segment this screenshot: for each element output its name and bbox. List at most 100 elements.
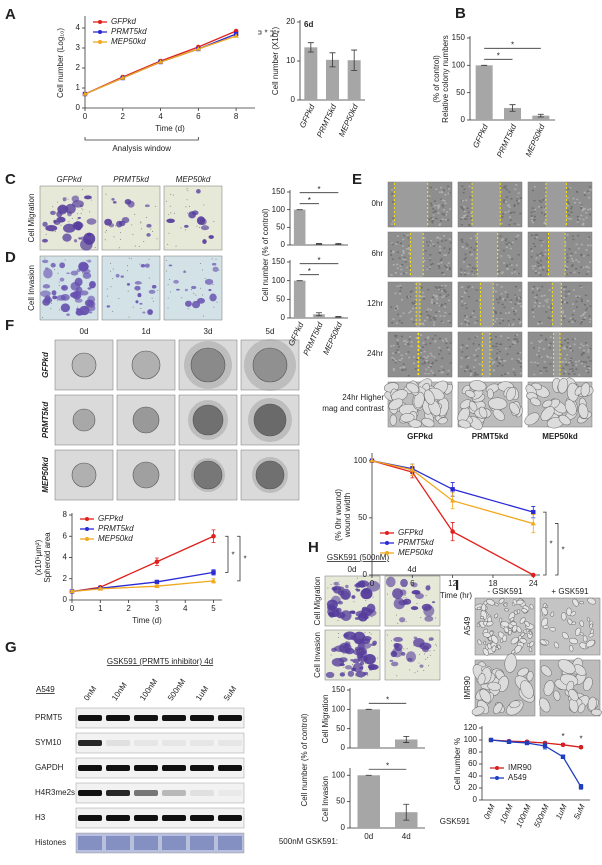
spheroid	[252, 347, 288, 383]
cell-texture	[566, 217, 569, 219]
cell-texture	[462, 246, 465, 249]
cell-texture	[511, 324, 514, 326]
pore	[157, 289, 159, 291]
cell-texture	[576, 215, 579, 218]
cell-texture	[444, 219, 447, 221]
cell-texture	[447, 299, 450, 302]
cell-texture	[510, 324, 513, 326]
cell-texture	[586, 368, 589, 370]
cell-texture	[543, 221, 546, 224]
cell-texture	[544, 206, 547, 209]
stained-cell	[343, 633, 349, 638]
cell-texture	[537, 305, 540, 307]
cell-texture	[560, 361, 563, 363]
cell-texture	[567, 342, 570, 344]
cell-texture	[391, 243, 394, 246]
cell-texture	[539, 254, 542, 257]
cell-texture	[569, 345, 572, 347]
pore	[169, 279, 171, 281]
cell-texture	[460, 273, 463, 276]
error-bar	[335, 316, 342, 318]
blot-band	[78, 740, 102, 746]
cell-texture	[423, 361, 426, 363]
pore	[89, 211, 91, 213]
stained-cell	[88, 311, 93, 314]
pore	[208, 236, 210, 238]
cell-texture	[438, 224, 441, 227]
cell-texture	[448, 238, 451, 241]
pore	[167, 307, 169, 309]
cell-texture	[492, 289, 495, 291]
error-bar	[307, 42, 314, 53]
cell-texture	[463, 270, 466, 272]
cell	[568, 645, 574, 652]
cell-texture	[395, 335, 398, 338]
pore	[408, 601, 410, 603]
cell-texture	[396, 305, 399, 308]
cell-texture	[543, 294, 546, 297]
pore	[356, 577, 358, 579]
micrograph	[387, 231, 453, 278]
cell-texture	[461, 286, 464, 288]
cell-texture	[560, 343, 563, 346]
cell-texture	[397, 351, 400, 353]
cell-texture	[444, 239, 447, 241]
cell	[528, 631, 532, 635]
cell-texture	[410, 318, 413, 320]
cell-texture	[460, 346, 463, 349]
pore	[132, 306, 134, 308]
stained-cell	[352, 662, 364, 673]
pore	[57, 272, 59, 274]
cell-texture	[517, 234, 520, 237]
cell-texture	[475, 299, 478, 302]
cell-texture	[539, 239, 542, 242]
x-tick-label: 8	[234, 112, 239, 121]
cell	[528, 647, 533, 653]
cell-texture	[499, 343, 502, 346]
pore	[152, 300, 154, 302]
cell-texture	[540, 206, 543, 209]
cell-texture	[506, 296, 509, 298]
data-point	[82, 91, 88, 96]
stained-cell	[51, 290, 57, 296]
cell-texture	[573, 271, 576, 274]
y-axis-label: (% of control)	[432, 55, 441, 103]
pore	[152, 230, 154, 232]
stained-cell	[347, 670, 355, 677]
cell-texture	[429, 202, 432, 205]
pore	[337, 620, 339, 622]
stained-cell	[148, 289, 156, 294]
cell-texture	[504, 239, 507, 242]
cell-texture	[503, 306, 506, 309]
pore	[169, 291, 171, 293]
cell-texture	[565, 290, 568, 293]
cell-texture	[443, 254, 446, 256]
cell-texture	[432, 361, 435, 364]
cell-texture	[402, 238, 405, 241]
cell-texture	[392, 250, 395, 253]
x-axis-label: Time (d)	[155, 124, 185, 133]
cell-texture	[467, 295, 470, 298]
cell-texture	[408, 338, 411, 341]
cell-texture	[588, 236, 591, 239]
micrograph	[457, 380, 523, 431]
stained-cell	[354, 617, 360, 620]
cell-texture	[465, 368, 468, 371]
pore	[77, 213, 79, 215]
cell-texture	[467, 272, 470, 275]
cell-texture	[537, 323, 540, 326]
cell-texture	[408, 252, 411, 254]
pore	[218, 269, 220, 271]
cell-texture	[476, 373, 479, 376]
cell-texture	[509, 212, 512, 214]
panel-label: I	[455, 577, 459, 594]
cell-texture	[392, 344, 395, 347]
cell-texture	[516, 297, 519, 299]
cell	[477, 639, 482, 646]
pore	[140, 228, 142, 230]
cell-texture	[508, 216, 511, 219]
cell-texture	[461, 295, 464, 298]
stained-cell	[70, 270, 79, 276]
cell-texture	[541, 199, 544, 201]
cell-texture	[585, 309, 588, 311]
